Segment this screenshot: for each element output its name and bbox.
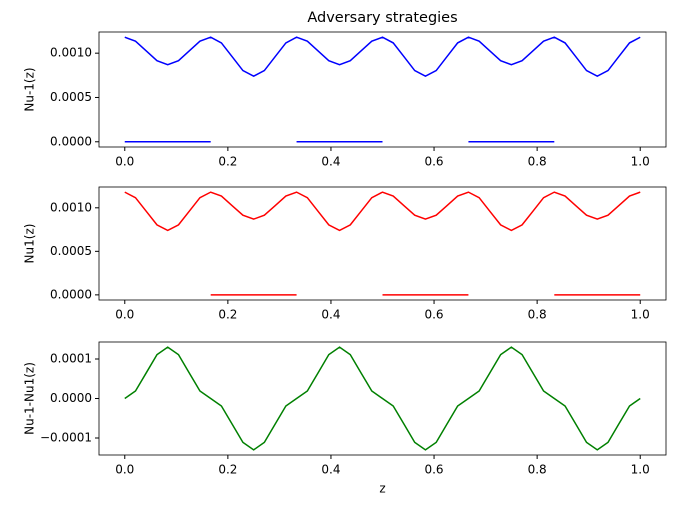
x-tick-label: 0.8 [528, 463, 547, 477]
x-tick-label: 1.0 [631, 155, 650, 169]
x-tick-label: 0.8 [528, 308, 547, 322]
y-axis-label: Nu-1(z) [23, 67, 37, 111]
x-tick-label: 1.0 [631, 308, 650, 322]
x-tick-label: 0.0 [115, 155, 134, 169]
x-tick-label: 0.6 [424, 155, 443, 169]
x-tick-label: 0.4 [321, 308, 340, 322]
y-tick-label: 0.0001 [50, 351, 92, 365]
y-axis-label: Nu1(z) [23, 224, 37, 264]
y-tick-label: 0.0005 [50, 90, 92, 104]
x-tick-label: 0.6 [424, 308, 443, 322]
x-tick-label: 0.4 [321, 463, 340, 477]
x-tick-label: 1.0 [631, 463, 650, 477]
data-line [124, 191, 641, 232]
x-axis-label: z [379, 482, 385, 496]
chart-title: Adversary strategies [307, 10, 457, 26]
x-tick-label: 0.0 [115, 463, 134, 477]
axes-frame [98, 186, 667, 301]
x-tick-label: 0.2 [218, 308, 237, 322]
y-tick-label: 0.0000 [50, 134, 92, 148]
y-tick-label: −0.0001 [40, 431, 92, 445]
data-line [124, 36, 641, 78]
x-tick-label: 0.6 [424, 463, 443, 477]
y-tick-label: 0.0005 [50, 244, 92, 258]
y-tick-label: 0.0000 [50, 287, 92, 301]
data-line [124, 346, 641, 451]
x-tick-label: 0.2 [218, 463, 237, 477]
x-tick-label: 0.2 [218, 155, 237, 169]
x-tick-label: 0.0 [115, 308, 134, 322]
x-tick-label: 0.4 [321, 155, 340, 169]
y-axis-label: Nu-1-Nu1(z) [23, 362, 37, 435]
axes-frame [98, 31, 667, 148]
y-tick-label: 0.0000 [50, 391, 92, 405]
x-tick-label: 0.8 [528, 155, 547, 169]
y-tick-label: 0.0010 [50, 200, 92, 214]
axes-frame [98, 341, 667, 456]
y-tick-label: 0.0010 [50, 46, 92, 60]
